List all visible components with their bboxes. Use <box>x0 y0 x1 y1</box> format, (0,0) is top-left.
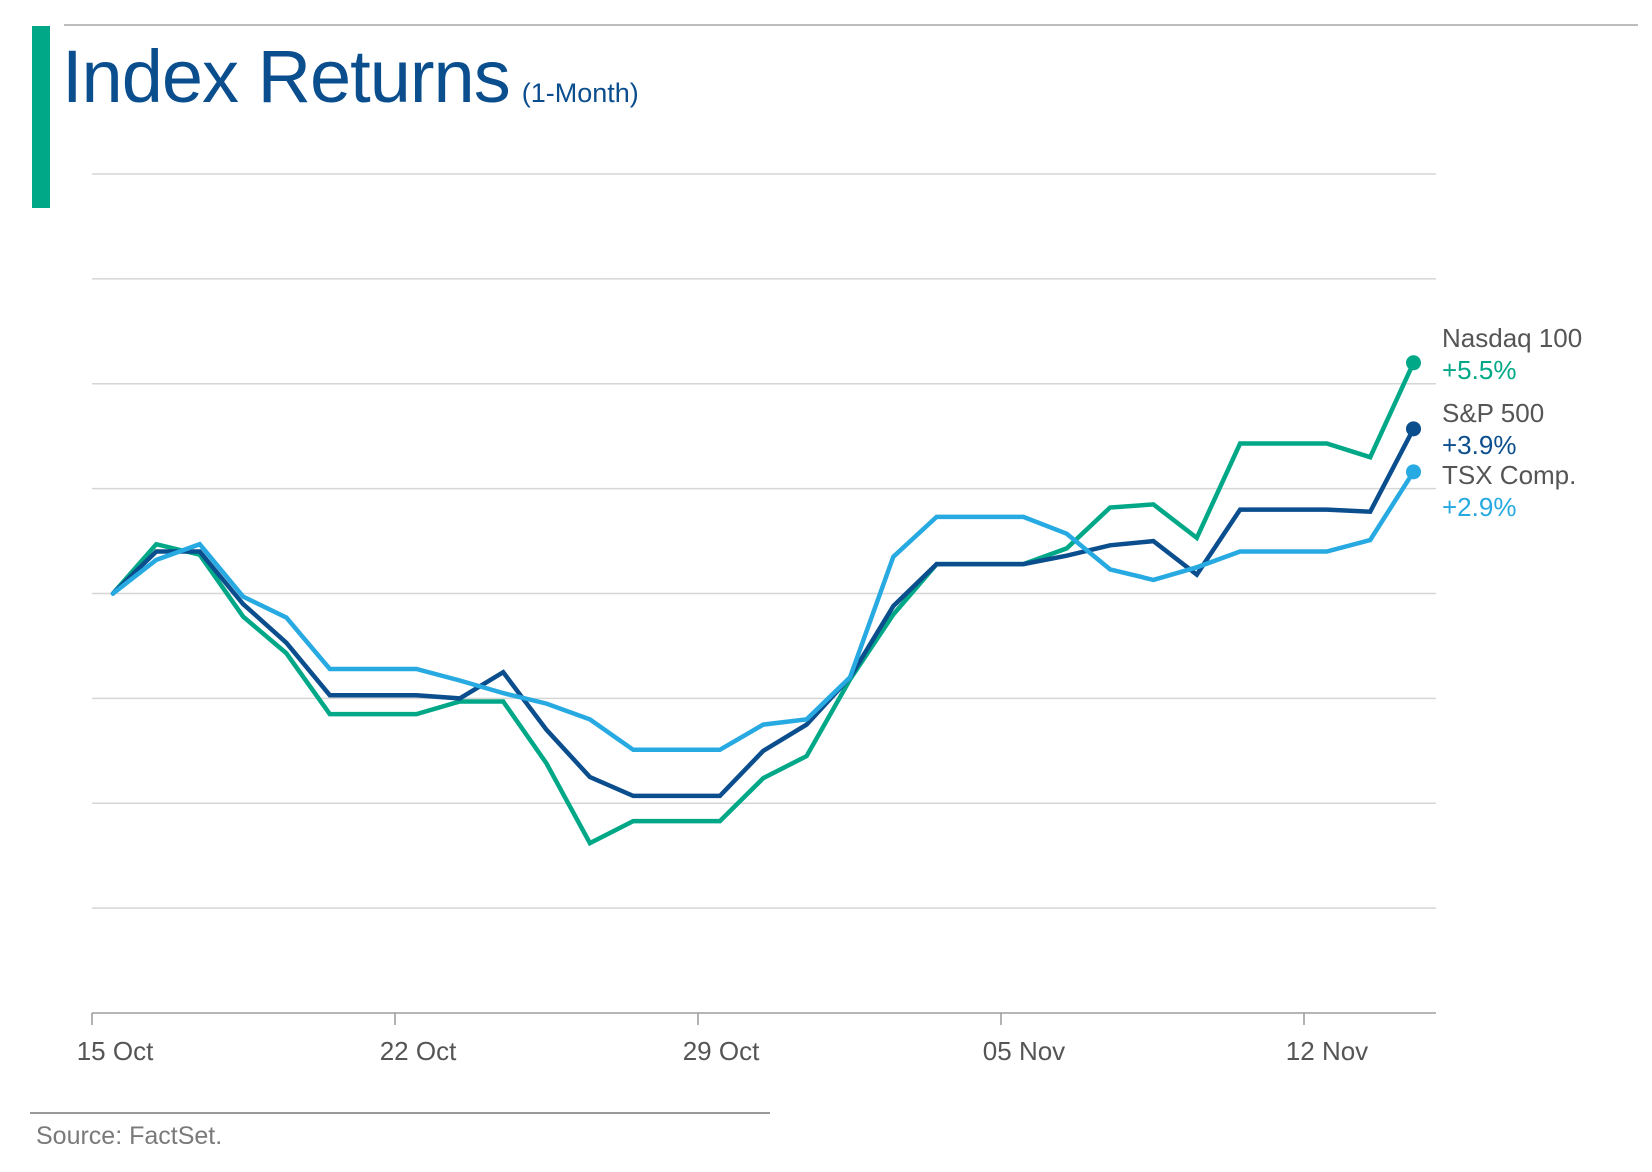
series-end-marker <box>1406 464 1421 480</box>
series-name-label: S&P 500 <box>1442 398 1544 428</box>
x-tick-label: 15 Oct <box>77 1036 154 1066</box>
series-end-marker <box>1406 421 1421 437</box>
x-tick-label: 05 Nov <box>983 1036 1065 1066</box>
chart-title: Index Returns (1-Month) <box>62 34 639 119</box>
title-accent-bar <box>32 26 50 208</box>
x-tick-label: 22 Oct <box>380 1036 457 1066</box>
gridlines <box>92 173 1436 909</box>
top-rule <box>64 24 1638 26</box>
series-name-label: Nasdaq 100 <box>1442 323 1582 353</box>
series-return-label: +5.5% <box>1442 355 1516 385</box>
series-line <box>110 360 1416 847</box>
x-tick-label: 12 Nov <box>1286 1036 1368 1066</box>
x-tick-label: 29 Oct <box>683 1036 760 1066</box>
subtitle-text: (1-Month) <box>521 78 639 108</box>
source-rule <box>30 1112 770 1114</box>
x-axis: 15 Oct 22 Oct 29 Oct 05 Nov 12 Nov <box>77 1012 1436 1066</box>
end-labels: Nasdaq 100+5.5% S&P 500+3.9%TSX Comp.+2.9… <box>1442 323 1582 522</box>
source-note: Source: FactSet. <box>36 1122 223 1150</box>
series-name-label: TSX Comp. <box>1442 460 1576 490</box>
title-text: Index Returns <box>62 35 511 118</box>
series-return-label: +3.9% <box>1442 430 1516 460</box>
series-lines <box>110 355 1421 847</box>
series-return-label: +2.9% <box>1442 492 1516 522</box>
series-line <box>110 469 1416 753</box>
series-end-marker <box>1406 355 1421 371</box>
series-line <box>110 426 1416 799</box>
